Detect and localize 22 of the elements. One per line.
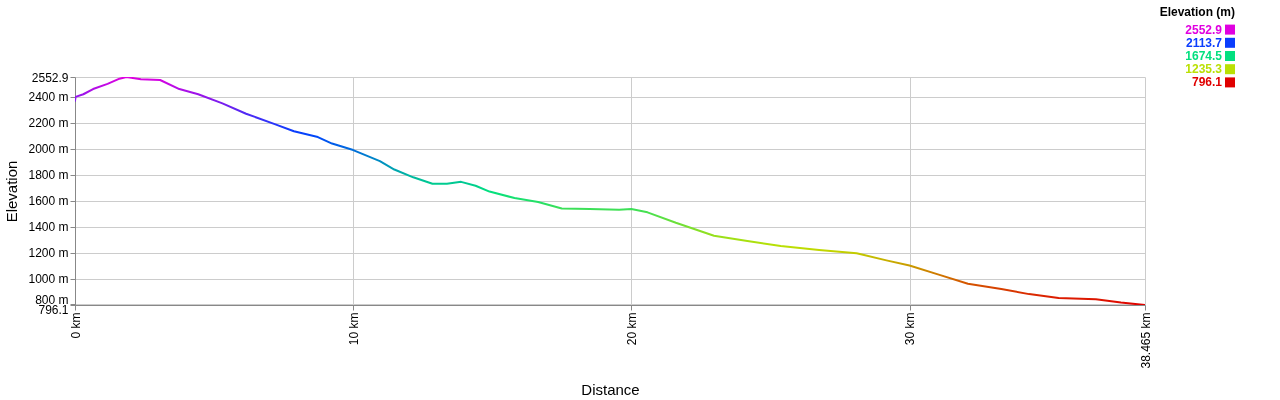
color-bar-label: 1674.5 <box>1185 49 1223 63</box>
y-tick-label: 2000 m <box>28 142 69 157</box>
x-tick-label: 20 km <box>624 312 639 346</box>
x-axis-title: Distance <box>581 380 640 398</box>
y-tick-label: 1000 m <box>28 272 69 287</box>
x-tick-label: 30 km <box>903 312 918 346</box>
x-tick-label: 0 km <box>68 312 83 339</box>
x-tick-label: 10 km <box>346 312 361 346</box>
y-tick-label: 1600 m <box>28 194 69 209</box>
y-tick-label: 1800 m <box>28 168 69 183</box>
color-bar-label: 1235.3 <box>1185 62 1223 77</box>
y-tick-label: 2400 m <box>28 90 69 105</box>
y-tick-label: 1200 m <box>28 246 69 261</box>
x-tick-label: 38.465 km <box>1138 312 1153 369</box>
y-tick-label: 1400 m <box>28 220 69 235</box>
color-bar-label: 796.1 <box>1191 75 1223 90</box>
y-tick-label: 2200 m <box>28 116 69 131</box>
color-bar-label: 2113.7 <box>1185 35 1223 50</box>
y-tick-label: 2552.9 <box>31 70 69 85</box>
y-axis-title: Elevation <box>3 160 21 223</box>
color-bar-label: 2552.9 <box>1185 22 1223 37</box>
color-bar-title: Elevation (m) <box>1159 5 1235 19</box>
